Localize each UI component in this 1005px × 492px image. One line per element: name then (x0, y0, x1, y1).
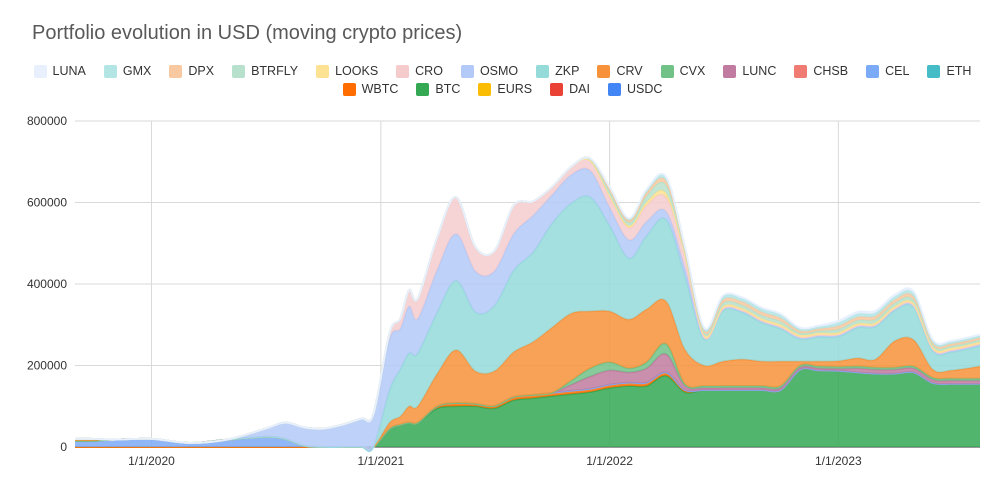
legend-label: BTC (435, 82, 461, 96)
legend-item-osmo: OSMO (460, 64, 519, 78)
legend-swatch (342, 82, 356, 96)
legend-row: LUNA GMX DPX BTRFLY LOOKS CRO OSMO ZKP CRV CVX LUN… (0, 62, 1005, 80)
x-tick-label: 1/1/2020 (128, 454, 175, 468)
legend-label: DPX (188, 64, 215, 78)
legend-item-btc: BTC (416, 82, 460, 96)
legend-label: BTRFLY (251, 64, 299, 78)
legend-item-eth: ETH (927, 64, 971, 78)
legend-swatch (597, 64, 611, 78)
legend-swatch (660, 64, 674, 78)
legend-swatch (169, 64, 183, 78)
legend-label: LUNC (742, 64, 777, 78)
legend-item-cel: CEL (866, 64, 909, 78)
area-crv (75, 299, 980, 449)
legend-item-wbtc: WBTC (342, 82, 399, 96)
legend-label: CRV (616, 64, 643, 78)
legend: LUNA GMX DPX BTRFLY LOOKS CRO OSMO ZKP CRV CVX LUN… (0, 62, 1005, 98)
legend-swatch (232, 64, 246, 78)
stacked-areas (74, 156, 981, 453)
legend-label: CHSB (813, 64, 849, 78)
legend-label: ZKP (555, 64, 580, 78)
legend-item-btrfly: BTRFLY (232, 64, 298, 78)
legend-label: EURS (497, 82, 533, 96)
line-luna (74, 156, 981, 444)
legend-swatch (103, 64, 117, 78)
legend-label: LUNA (52, 64, 86, 78)
legend-item-gmx: GMX (103, 64, 152, 78)
y-tick-label: 0 (60, 440, 67, 454)
legend-item-dai: DAI (550, 82, 590, 96)
legend-swatch (460, 64, 474, 78)
legend-swatch (536, 64, 550, 78)
legend-item-cvx: CVX (660, 64, 706, 78)
legend-item-luna: LUNA (33, 64, 86, 78)
legend-row: WBTC BTC EURS DAI USDC (0, 80, 1005, 98)
x-tick-label: 1/1/2021 (357, 454, 404, 468)
legend-label: USDC (626, 82, 663, 96)
area-zkp (75, 195, 980, 452)
legend-item-usdc: USDC (607, 82, 663, 96)
legend-item-eurs: EURS (478, 82, 532, 96)
y-tick-label: 400000 (27, 277, 67, 291)
legend-label: OSMO (479, 64, 519, 78)
legend-swatch (33, 64, 47, 78)
x-tick-label: 1/1/2023 (815, 454, 862, 468)
legend-item-dpx: DPX (169, 64, 214, 78)
legend-swatch (794, 64, 808, 78)
legend-item-looks: LOOKS (316, 64, 378, 78)
y-tick-label: 600000 (27, 196, 67, 210)
legend-item-crv: CRV (597, 64, 643, 78)
legend-label: CEL (885, 64, 910, 78)
legend-swatch (550, 82, 564, 96)
y-tick-label: 200000 (27, 359, 67, 373)
legend-label: ETH (946, 64, 972, 78)
chart-title: Portfolio evolution in USD (moving crypt… (32, 22, 463, 44)
legend-swatch (396, 64, 410, 78)
legend-item-chsb: CHSB (794, 64, 848, 78)
legend-item-lunc: LUNC (723, 64, 776, 78)
legend-swatch (316, 64, 330, 78)
legend-swatch (723, 64, 737, 78)
area-osmo (75, 168, 980, 452)
legend-label: GMX (122, 64, 152, 78)
y-tick-label: 800000 (27, 114, 67, 128)
legend-swatch (866, 64, 880, 78)
legend-swatch (607, 82, 621, 96)
legend-label: LOOKS (335, 64, 379, 78)
area-cro (75, 158, 980, 443)
legend-swatch (478, 82, 492, 96)
legend-label: CRO (415, 64, 443, 78)
legend-label: WBTC (361, 82, 399, 96)
legend-swatch (416, 82, 430, 96)
legend-item-zkp: ZKP (536, 64, 579, 78)
area-btc (75, 368, 980, 449)
legend-label: CVX (679, 64, 706, 78)
legend-item-cro: CRO (396, 64, 443, 78)
legend-swatch (927, 64, 941, 78)
x-tick-label: 1/1/2022 (586, 454, 633, 468)
legend-label: DAI (569, 82, 590, 96)
